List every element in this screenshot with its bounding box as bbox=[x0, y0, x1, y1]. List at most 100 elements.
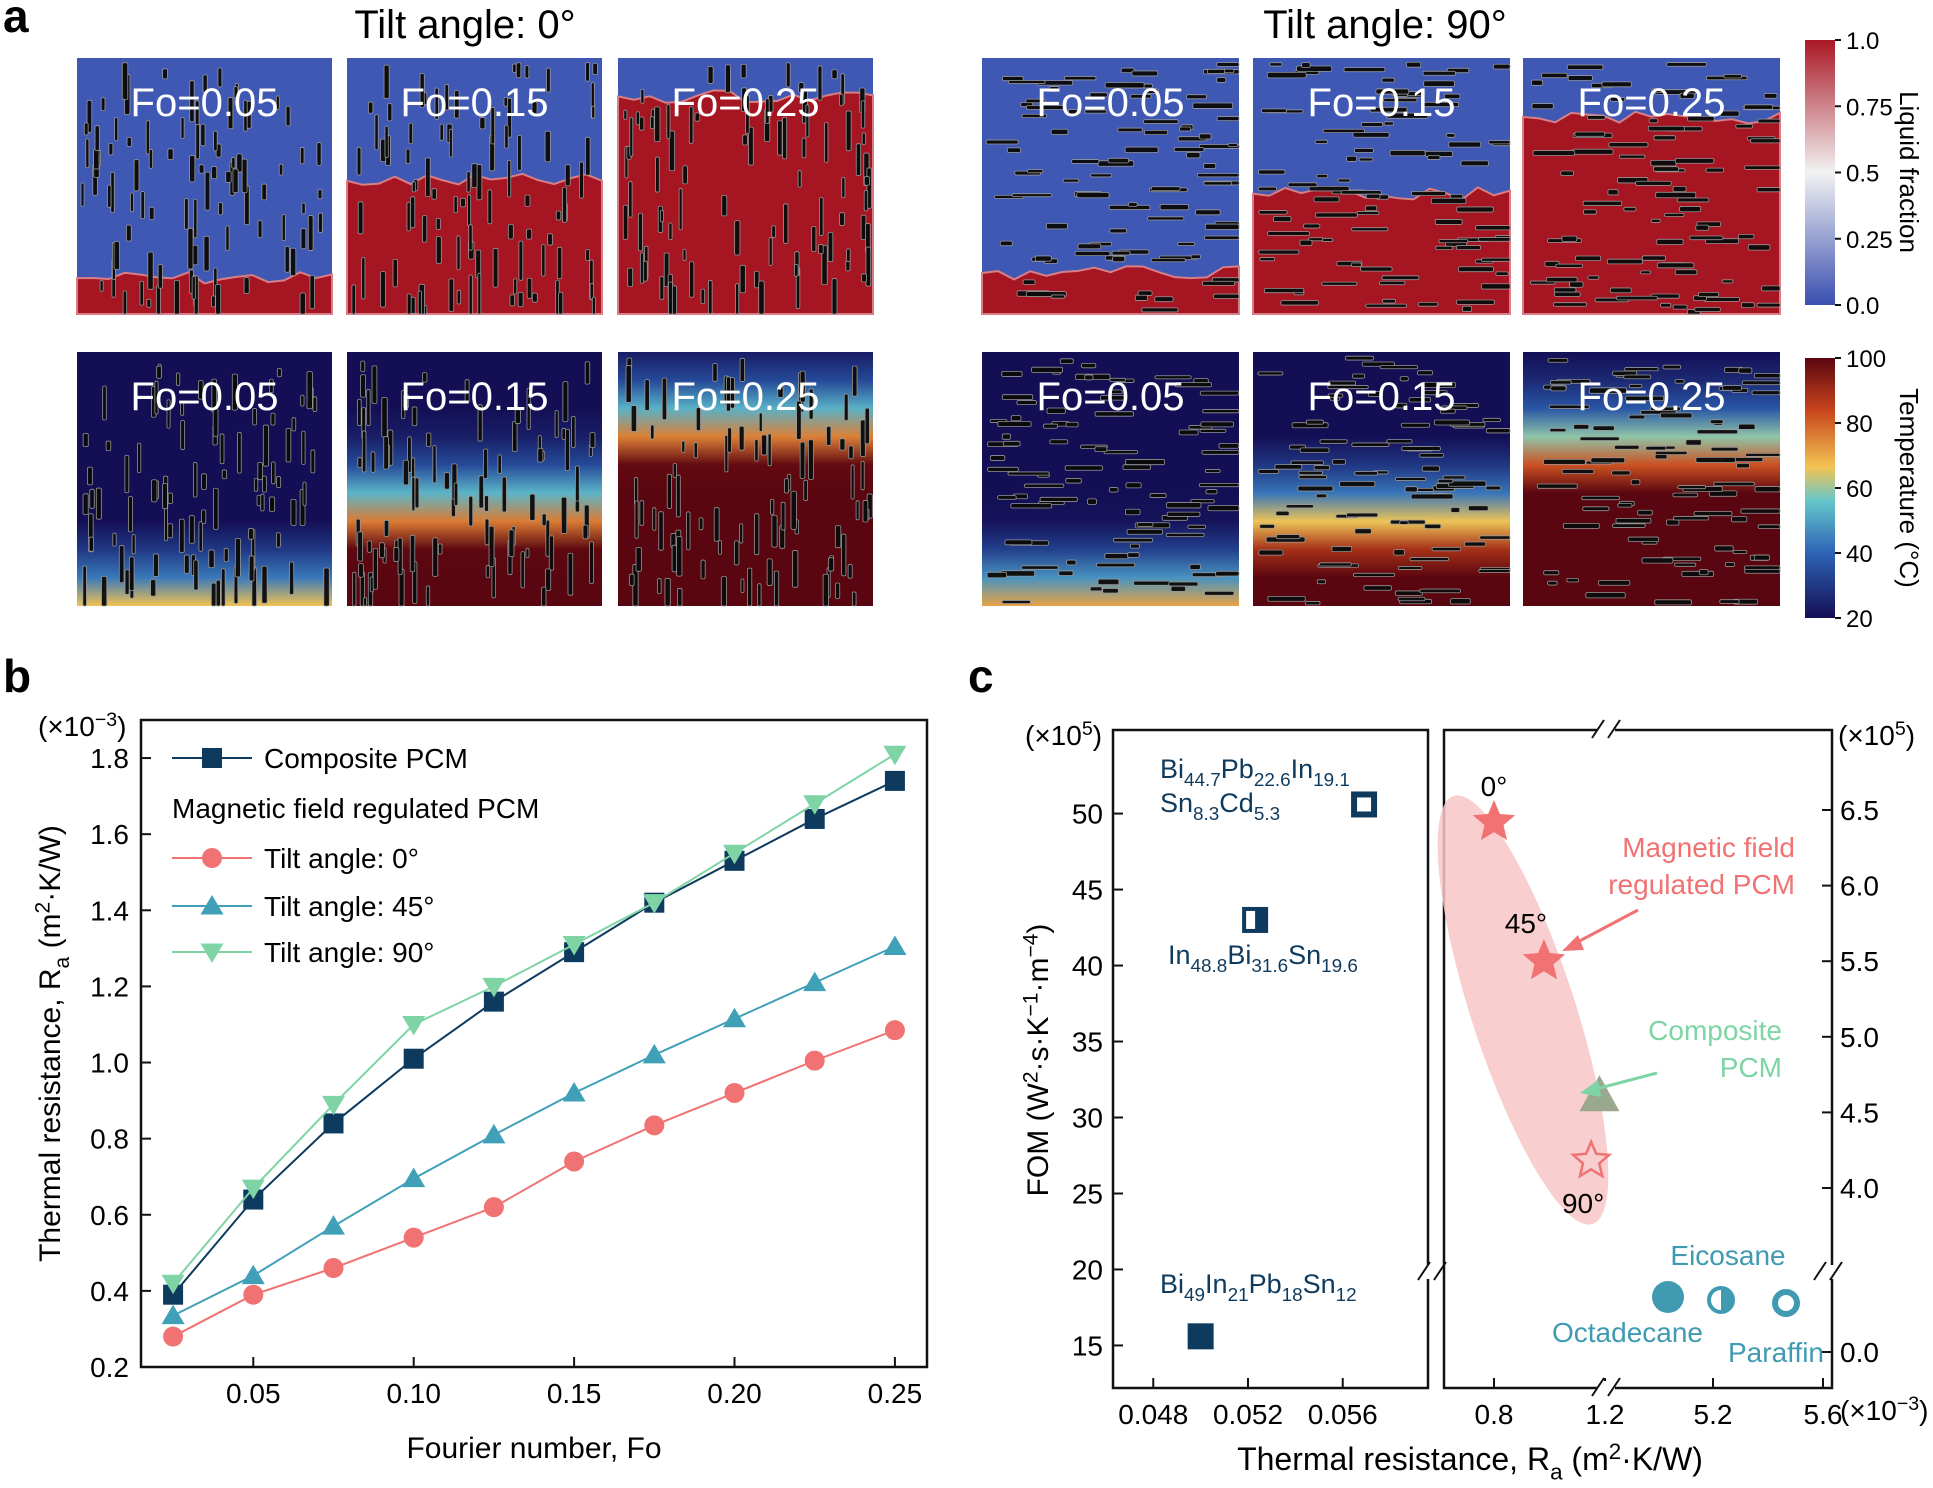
particle bbox=[1218, 443, 1240, 449]
particle bbox=[713, 507, 720, 542]
particle bbox=[1389, 150, 1426, 157]
particle bbox=[1002, 76, 1024, 82]
particle bbox=[157, 264, 163, 289]
particle bbox=[1290, 460, 1325, 465]
particle bbox=[1375, 88, 1410, 95]
particle bbox=[1369, 106, 1408, 113]
simulation-map: Fo=0.15 bbox=[346, 58, 603, 315]
particle bbox=[257, 220, 263, 239]
particle bbox=[1685, 439, 1702, 446]
particle bbox=[1617, 503, 1633, 508]
particle bbox=[1653, 166, 1679, 172]
point-label: 45° bbox=[1505, 908, 1547, 939]
particle bbox=[392, 259, 398, 288]
particle bbox=[94, 125, 100, 151]
particle bbox=[567, 552, 574, 596]
particle bbox=[425, 157, 431, 197]
particle bbox=[219, 433, 225, 465]
particle bbox=[432, 445, 437, 484]
particle bbox=[564, 428, 570, 471]
particle bbox=[623, 109, 628, 120]
chart-b: 0.05 0.10 0.15 0.20 0.25 0.2 0.4 0.6 0.8 1.0 1.2 1.… bbox=[32, 709, 929, 1465]
particle bbox=[629, 116, 634, 157]
particle bbox=[290, 498, 297, 526]
particle bbox=[1352, 572, 1395, 577]
particle bbox=[668, 281, 673, 315]
alloy-label: Bi49In21Pb18Sn12 bbox=[1160, 1269, 1357, 1306]
particle bbox=[221, 469, 228, 480]
particle bbox=[1531, 103, 1554, 110]
particle bbox=[1201, 450, 1240, 455]
particle bbox=[1351, 227, 1389, 232]
particle bbox=[197, 380, 204, 400]
particle bbox=[819, 196, 824, 236]
particle bbox=[193, 198, 198, 239]
particle bbox=[668, 130, 676, 172]
particle bbox=[1381, 77, 1395, 83]
particle bbox=[384, 125, 389, 158]
particle bbox=[1409, 557, 1450, 562]
annotation-composite: Composite bbox=[1648, 1015, 1782, 1046]
particle bbox=[1549, 380, 1572, 385]
particle bbox=[1480, 283, 1511, 290]
particle bbox=[468, 224, 473, 251]
particle bbox=[483, 448, 489, 479]
particle bbox=[151, 479, 158, 503]
particle bbox=[208, 549, 215, 568]
particle bbox=[1299, 447, 1330, 453]
particle bbox=[1154, 375, 1192, 380]
particle bbox=[1450, 507, 1461, 513]
pcm-point bbox=[1472, 799, 1516, 841]
particle bbox=[1650, 218, 1661, 223]
particle bbox=[290, 247, 297, 277]
particle bbox=[128, 556, 135, 591]
particle bbox=[717, 539, 722, 555]
particle bbox=[649, 116, 655, 130]
particle bbox=[269, 378, 274, 393]
particle bbox=[260, 493, 265, 512]
particle bbox=[1607, 189, 1619, 196]
particle bbox=[278, 163, 284, 176]
particle bbox=[200, 123, 206, 147]
particle bbox=[526, 387, 531, 431]
particle bbox=[201, 509, 207, 524]
particle bbox=[560, 496, 568, 534]
particle bbox=[531, 101, 538, 115]
particle bbox=[1745, 452, 1781, 457]
particle bbox=[1582, 506, 1610, 512]
particle bbox=[863, 176, 870, 186]
particle bbox=[188, 515, 195, 544]
particle bbox=[164, 504, 169, 542]
particle bbox=[435, 236, 442, 264]
particle bbox=[476, 164, 483, 201]
axis-break-mark bbox=[1607, 719, 1621, 739]
particle bbox=[444, 84, 449, 111]
particle bbox=[558, 291, 564, 315]
particle bbox=[1456, 299, 1495, 305]
particle bbox=[1677, 485, 1707, 490]
particle bbox=[1305, 419, 1324, 425]
particle bbox=[1066, 559, 1077, 566]
particle bbox=[372, 547, 378, 590]
simulation-map: Fo=0.15 bbox=[347, 352, 602, 607]
particle bbox=[1129, 543, 1140, 549]
particle bbox=[289, 561, 295, 595]
particle bbox=[1543, 458, 1586, 465]
particle bbox=[1196, 173, 1240, 178]
right-title: Tilt angle: 90° bbox=[1263, 3, 1507, 47]
data-point bbox=[323, 1258, 344, 1279]
data-point bbox=[321, 1215, 345, 1235]
particle bbox=[1549, 428, 1567, 433]
particle bbox=[1004, 539, 1033, 546]
particle bbox=[1016, 400, 1037, 406]
temperature-field bbox=[1523, 352, 1780, 606]
particle bbox=[1419, 588, 1461, 594]
particle bbox=[1757, 118, 1781, 124]
particle bbox=[541, 513, 547, 527]
particle bbox=[178, 518, 185, 553]
particle bbox=[754, 439, 759, 462]
particle bbox=[1299, 239, 1313, 246]
particle bbox=[1332, 459, 1346, 465]
particle bbox=[727, 427, 732, 453]
particle bbox=[1104, 553, 1129, 560]
